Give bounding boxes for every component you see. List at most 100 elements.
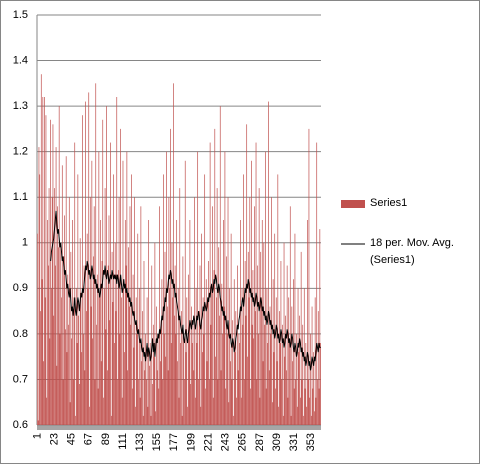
bar xyxy=(206,361,208,425)
bar xyxy=(65,156,67,425)
bar xyxy=(307,220,308,425)
bar xyxy=(103,397,104,425)
bar xyxy=(254,206,255,425)
bar xyxy=(226,256,227,425)
x-tick-label: 177 xyxy=(168,433,180,451)
bar xyxy=(131,388,133,425)
bar xyxy=(49,338,51,425)
bar xyxy=(114,242,116,425)
bar xyxy=(80,297,82,425)
bar xyxy=(67,274,69,425)
bar xyxy=(165,356,167,425)
bar xyxy=(51,197,53,425)
bar xyxy=(266,288,268,425)
bar xyxy=(61,165,63,426)
bar xyxy=(41,279,43,425)
bar xyxy=(167,370,169,425)
bar xyxy=(288,297,290,425)
bar xyxy=(318,388,320,425)
bar xyxy=(96,324,97,425)
bar xyxy=(198,311,200,425)
bar xyxy=(174,265,176,425)
bar xyxy=(118,197,120,425)
bar xyxy=(136,333,138,425)
bar xyxy=(152,324,154,425)
bar xyxy=(215,356,216,425)
bar xyxy=(230,361,231,425)
y-tick-label: 1 xyxy=(22,237,28,249)
bar xyxy=(68,197,70,425)
bar xyxy=(145,379,147,425)
bar xyxy=(75,288,77,425)
bar xyxy=(86,233,88,425)
bar xyxy=(237,265,238,425)
bar xyxy=(101,261,103,425)
bar xyxy=(180,343,181,425)
bar xyxy=(268,370,270,425)
bar xyxy=(294,233,296,425)
bar xyxy=(307,379,309,425)
bar xyxy=(207,302,209,425)
x-tick-label: 67 xyxy=(83,433,95,445)
bar xyxy=(52,124,54,425)
bar xyxy=(106,106,107,425)
bar xyxy=(105,329,107,425)
legend-label: 18 per. Mov. Avg. (Series1) xyxy=(370,237,454,266)
bar xyxy=(100,361,102,425)
bar xyxy=(186,297,188,425)
bar xyxy=(56,365,58,425)
bar xyxy=(259,397,261,425)
bar xyxy=(116,97,118,425)
bar xyxy=(254,311,256,425)
bar xyxy=(164,251,166,425)
bar xyxy=(233,415,234,425)
bar xyxy=(177,288,179,425)
floor xyxy=(37,425,321,430)
bar xyxy=(109,320,111,425)
bar xyxy=(303,415,304,425)
bar xyxy=(82,115,83,425)
bar xyxy=(243,174,244,425)
bar xyxy=(252,270,254,425)
bar xyxy=(317,379,318,425)
bar xyxy=(93,256,94,425)
bar xyxy=(163,174,164,425)
x-tick-label: 331 xyxy=(288,433,300,451)
bar xyxy=(268,101,269,426)
bar xyxy=(144,370,146,425)
bar xyxy=(156,370,158,425)
x-tick-label: 45 xyxy=(66,433,78,445)
bar xyxy=(72,220,73,425)
y-tick-label: 0.9 xyxy=(13,282,28,294)
bar xyxy=(179,188,181,425)
bar xyxy=(240,220,241,425)
bar xyxy=(282,415,284,425)
bar xyxy=(221,283,223,425)
bar xyxy=(81,352,83,425)
bar xyxy=(57,206,58,425)
bar xyxy=(155,411,157,425)
bar xyxy=(197,151,199,425)
bar xyxy=(85,101,86,426)
bar xyxy=(74,142,76,426)
bar xyxy=(160,320,162,425)
bar xyxy=(319,229,321,425)
bar xyxy=(309,397,311,425)
bar xyxy=(96,274,98,425)
bar xyxy=(308,128,310,425)
bar xyxy=(320,343,321,425)
y-tick-label: 0.7 xyxy=(13,373,28,385)
bar xyxy=(123,288,125,425)
bar xyxy=(228,402,230,425)
bar xyxy=(255,142,257,426)
bar xyxy=(66,352,68,425)
bar xyxy=(107,265,109,425)
bar xyxy=(111,251,113,425)
bar xyxy=(157,338,159,425)
bar xyxy=(267,343,269,425)
bar xyxy=(84,370,86,425)
bar xyxy=(214,128,216,425)
bar xyxy=(168,197,170,425)
bar xyxy=(271,197,272,425)
